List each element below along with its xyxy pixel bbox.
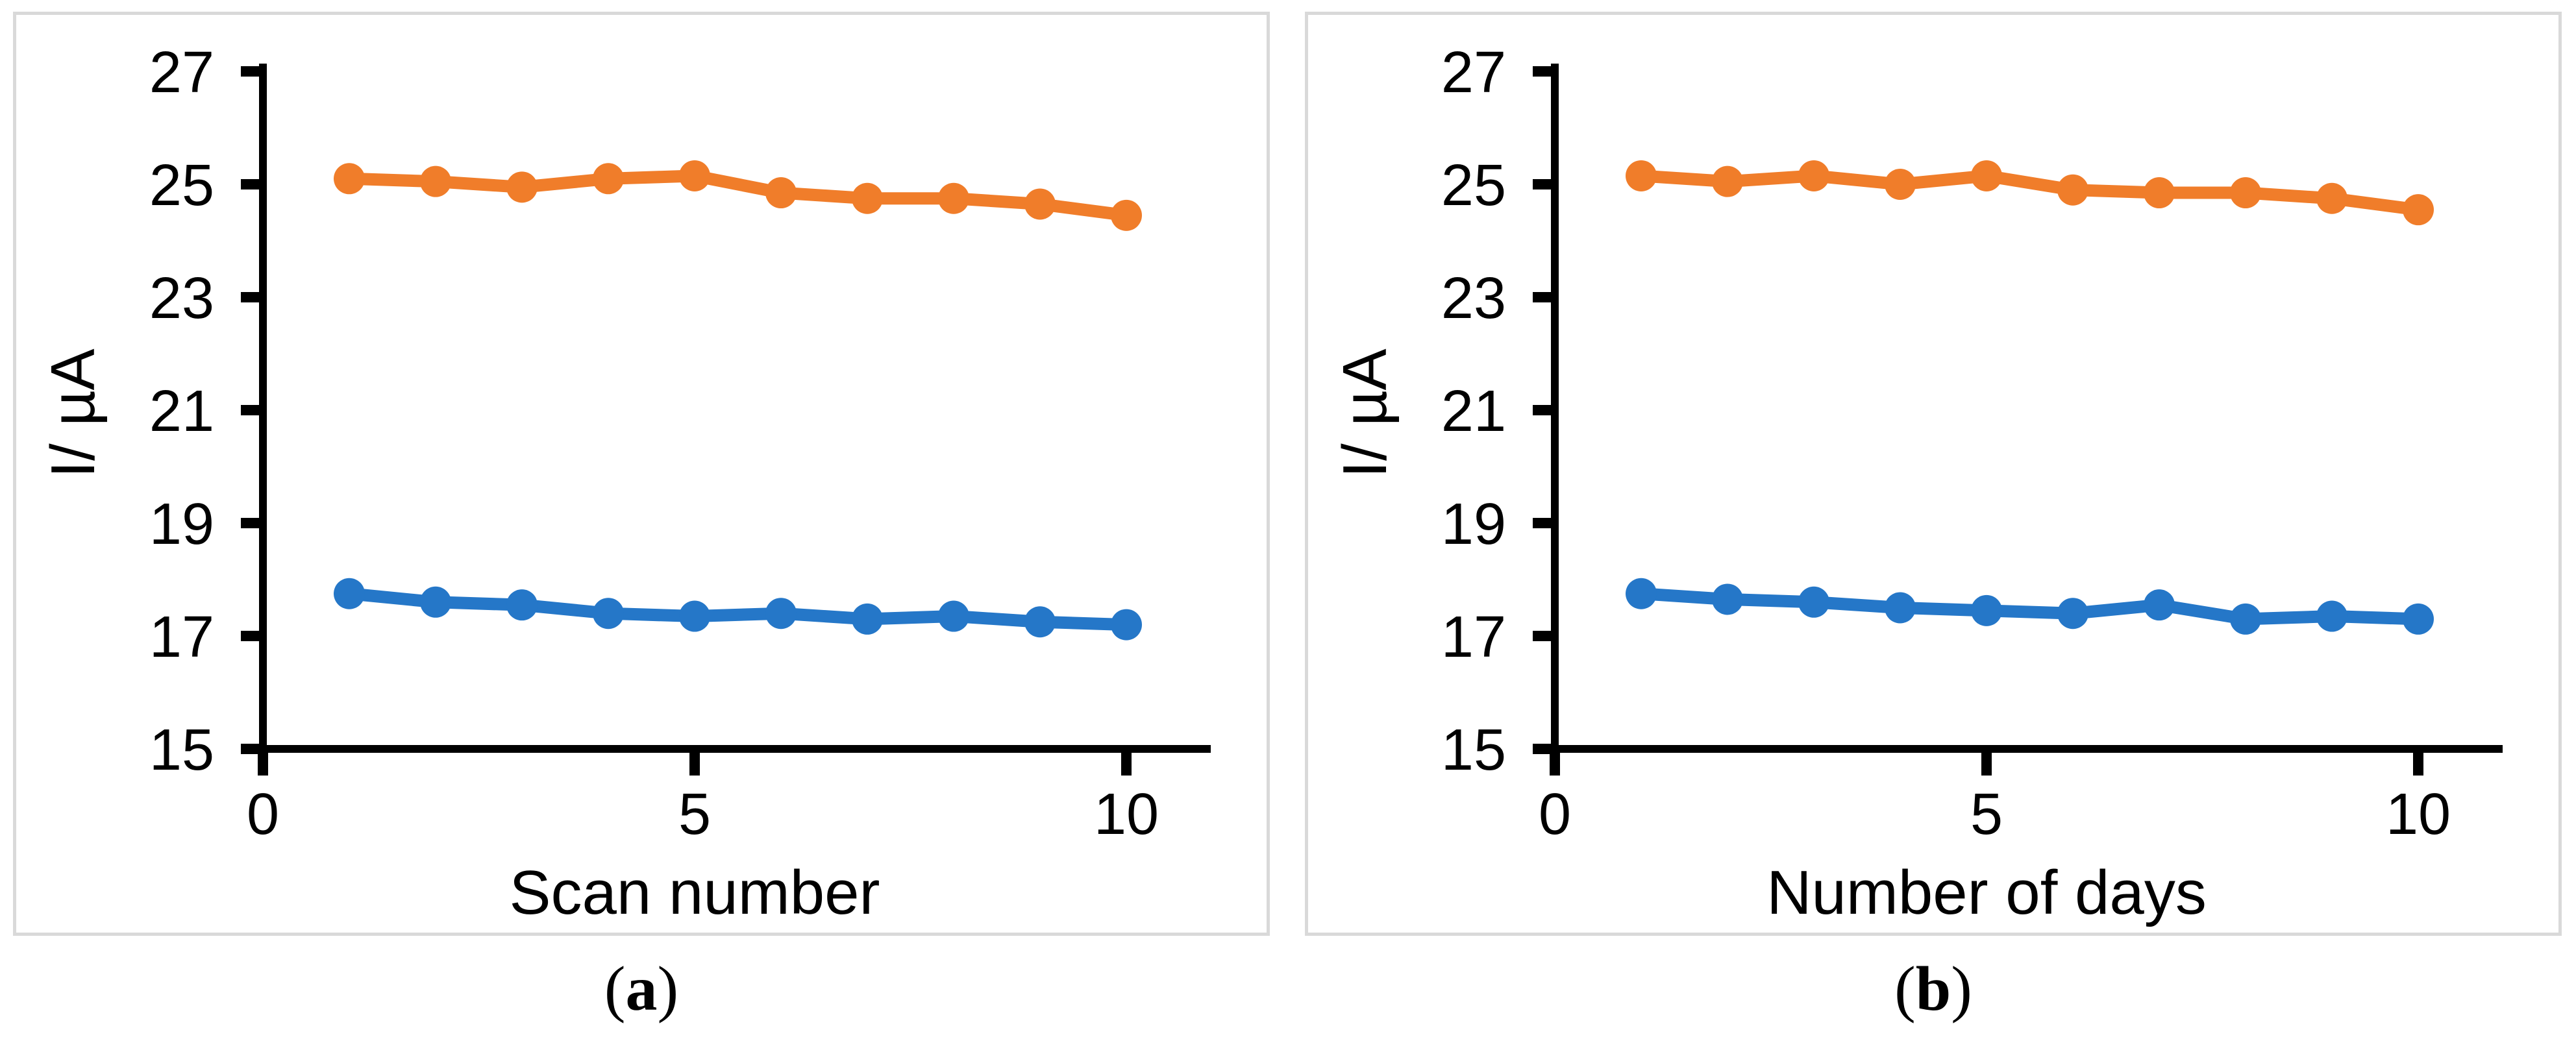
chart-b: 15 17 19 21 23 25 27 0 5 10 I/ µA Number of days [1330, 40, 2503, 927]
lower-current-series-marker [2230, 603, 2261, 635]
lower-current-series-marker [938, 600, 969, 632]
lower-current-series-marker [334, 578, 365, 609]
caption-b: (b) [1305, 942, 2562, 1036]
y-tick-label: 17 [1441, 605, 1506, 670]
lower-current-series-marker [1626, 578, 1657, 609]
x-tick-label: 0 [247, 782, 279, 847]
y-tick-label: 19 [1441, 492, 1506, 557]
upper-current-series-marker [1712, 165, 1743, 197]
lower-current-series-marker [1885, 592, 1916, 624]
y-axis-title: I/ µA [1330, 348, 1400, 478]
y-tick-label: 19 [149, 492, 214, 557]
chart-a: 15 17 19 21 23 25 27 0 5 10 I/ µA Scan number [38, 40, 1211, 927]
y-tick-label: 21 [149, 379, 214, 444]
y-tick-label: 15 [1441, 718, 1506, 783]
caption-b-close-paren: ) [1951, 954, 1972, 1024]
lower-current-series-marker [679, 600, 710, 632]
y-tick-label: 23 [149, 266, 214, 331]
upper-current-series-marker [852, 182, 883, 214]
lower-current-series-marker [2403, 603, 2434, 635]
upper-current-series-line [1641, 169, 2420, 216]
lower-current-series-marker [420, 586, 451, 618]
upper-current-series-line [349, 169, 1128, 222]
lower-current-series-line [1641, 587, 2419, 626]
lower-current-series-marker [1712, 583, 1743, 615]
upper-current-series-marker [593, 163, 624, 195]
lower-current-series-line [349, 587, 1127, 631]
upper-current-series-marker [679, 160, 710, 191]
lower-current-series-marker [1798, 586, 1829, 618]
panel-b: 15 17 19 21 23 25 27 0 5 10 I/ µA Number of days [1305, 12, 2562, 936]
lower-current-series-marker [2057, 598, 2088, 630]
panel-a: 15 17 19 21 23 25 27 0 5 10 I/ µA Scan number [13, 12, 1270, 936]
x-tick-label: 10 [2386, 782, 2451, 847]
upper-current-series-marker [2316, 182, 2347, 214]
upper-current-series-marker [1626, 160, 1657, 191]
upper-current-series-marker [1024, 188, 1056, 220]
lower-current-series-marker [2144, 589, 2175, 621]
upper-current-series-marker [334, 163, 365, 195]
x-tick-label: 0 [1539, 782, 1571, 847]
upper-current-series-marker [938, 182, 969, 214]
x-tick-label: 5 [1970, 782, 2003, 847]
y-tick-label: 21 [1441, 379, 1506, 444]
upper-current-series-marker [1885, 169, 1916, 200]
upper-current-series-marker [1111, 199, 1142, 231]
lower-current-series-marker [1971, 594, 2002, 626]
upper-current-series-marker [2144, 177, 2175, 209]
lower-current-series-marker [852, 603, 883, 635]
y-tick-label: 25 [149, 153, 214, 218]
caption-a-letter: a [625, 954, 658, 1024]
y-tick-label: 17 [149, 605, 214, 670]
upper-current-series-marker [765, 177, 797, 209]
caption-a-close-paren: ) [657, 954, 679, 1024]
y-tick-label: 15 [149, 718, 214, 783]
x-tick-label: 10 [1094, 782, 1159, 847]
x-tick-label: 5 [678, 782, 711, 847]
lower-current-series-marker [765, 598, 797, 630]
lower-current-series-marker [1024, 606, 1056, 638]
caption-b-letter: b [1915, 954, 1951, 1024]
y-tick-label: 27 [149, 40, 214, 105]
y-tick-label: 23 [1441, 266, 1506, 331]
upper-current-series-marker [1971, 160, 2002, 191]
caption-b-open-paren: ( [1894, 954, 1916, 1024]
caption-a: (a) [13, 942, 1270, 1036]
lower-current-series-marker [2316, 600, 2347, 632]
lower-current-series-marker [506, 589, 538, 621]
y-tick-label: 25 [1441, 153, 1506, 218]
y-tick-label: 27 [1441, 40, 1506, 105]
lower-current-series-marker [593, 598, 624, 630]
upper-current-series-marker [420, 165, 451, 197]
upper-current-series-marker [506, 171, 538, 203]
upper-current-series-marker [2403, 194, 2434, 226]
upper-current-series-marker [2057, 174, 2088, 206]
upper-current-series-marker [2230, 177, 2261, 209]
x-axis-title: Number of days [1766, 858, 2207, 927]
upper-current-series-marker [1798, 160, 1829, 191]
caption-a-open-paren: ( [604, 954, 626, 1024]
y-axis-title: I/ µA [38, 348, 108, 478]
lower-current-series-marker [1111, 609, 1142, 641]
x-axis-title: Scan number [510, 858, 880, 927]
